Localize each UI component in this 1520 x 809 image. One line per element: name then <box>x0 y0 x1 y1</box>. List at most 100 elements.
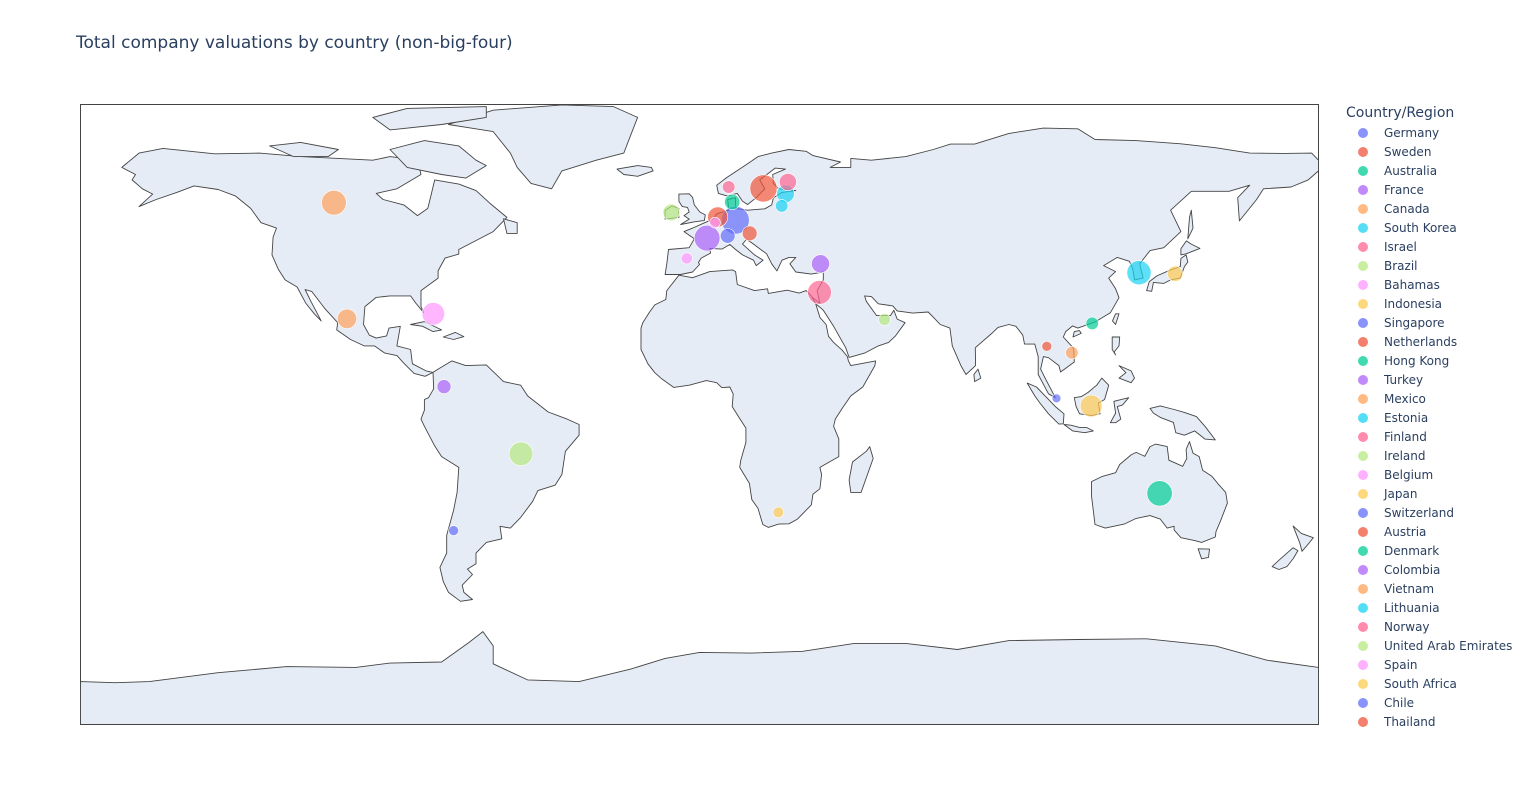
land-polygon <box>1109 397 1130 424</box>
legend-item-denmark[interactable]: Denmark <box>1346 541 1516 560</box>
marker-turkey[interactable] <box>811 254 830 274</box>
legend-item-ireland[interactable]: Ireland <box>1346 446 1516 465</box>
marker-finland[interactable] <box>779 173 797 191</box>
legend-item-brazil[interactable]: Brazil <box>1346 256 1516 275</box>
marker-france[interactable] <box>693 224 721 252</box>
legend-label: Japan <box>1384 486 1418 501</box>
marker-israel[interactable] <box>807 280 832 305</box>
legend-marker-icon <box>1358 564 1368 575</box>
legend-item-canada[interactable]: Canada <box>1346 199 1516 218</box>
marker-united-arab-emirates[interactable] <box>878 313 891 326</box>
marker-indonesia[interactable] <box>1079 394 1103 418</box>
marker-sweden[interactable] <box>749 174 778 203</box>
legend-item-turkey[interactable]: Turkey <box>1346 370 1516 389</box>
marker-denmark[interactable] <box>724 194 741 211</box>
legend-marker-icon <box>1358 412 1368 423</box>
legend-marker-icon <box>1358 545 1368 556</box>
marker-belgium[interactable] <box>709 217 721 229</box>
legend-marker-icon <box>1358 203 1368 214</box>
legend-label: Indonesia <box>1384 296 1443 311</box>
marker-lithuania[interactable] <box>775 199 789 213</box>
marker-norway[interactable] <box>722 180 736 194</box>
legend-label: Mexico <box>1384 391 1426 406</box>
legend-item-norway[interactable]: Norway <box>1346 617 1516 636</box>
marker-mexico[interactable] <box>336 308 357 329</box>
legend-item-austria[interactable]: Austria <box>1346 522 1516 541</box>
legend-label: Austria <box>1384 524 1427 539</box>
legend-item-belgium[interactable]: Belgium <box>1346 465 1516 484</box>
markers <box>321 173 1184 536</box>
marker-vietnam[interactable] <box>1065 346 1079 360</box>
legend-marker-icon <box>1358 393 1368 404</box>
legend-item-netherlands[interactable]: Netherlands <box>1346 332 1516 351</box>
legend-item-france[interactable]: France <box>1346 180 1516 199</box>
legend-item-israel[interactable]: Israel <box>1346 237 1516 256</box>
land-masses <box>80 104 1319 725</box>
land-polygon <box>442 331 465 340</box>
legend-label: Netherlands <box>1384 334 1458 349</box>
legend-label: Bahamas <box>1384 277 1440 292</box>
marker-south-africa[interactable] <box>772 506 784 519</box>
legend-item-hong-kong[interactable]: Hong Kong <box>1346 351 1516 370</box>
legend-item-lithuania[interactable]: Lithuania <box>1346 598 1516 617</box>
land-polygon <box>269 141 339 158</box>
legend-item-indonesia[interactable]: Indonesia <box>1346 294 1516 313</box>
legend-marker-icon <box>1358 640 1368 651</box>
legend-marker-icon <box>1358 583 1368 594</box>
marker-switzerland[interactable] <box>719 228 736 244</box>
legend-marker-icon <box>1358 336 1368 347</box>
legend-label: South Korea <box>1384 220 1457 235</box>
legend-label: Singapore <box>1384 315 1445 330</box>
land-polygon <box>1072 330 1082 338</box>
legend-item-united-arab-emirates[interactable]: United Arab Emirates <box>1346 636 1516 655</box>
legend-marker-icon <box>1358 355 1368 366</box>
legend-item-south-africa[interactable]: South Africa <box>1346 674 1516 693</box>
marker-thailand[interactable] <box>1041 340 1053 352</box>
legend-label: Ireland <box>1384 448 1426 463</box>
legend-item-estonia[interactable]: Estonia <box>1346 408 1516 427</box>
legend-label: Israel <box>1384 239 1417 254</box>
legend-item-finland[interactable]: Finland <box>1346 427 1516 446</box>
legend-item-south-korea[interactable]: South Korea <box>1346 218 1516 237</box>
marker-ireland[interactable] <box>662 203 680 221</box>
land-polygon <box>1063 424 1094 434</box>
marker-singapore[interactable] <box>1051 393 1062 403</box>
legend-item-switzerland[interactable]: Switzerland <box>1346 503 1516 522</box>
legend-marker-icon <box>1358 127 1368 138</box>
land-polygon <box>1112 313 1120 325</box>
marker-canada[interactable] <box>321 190 347 216</box>
legend-item-germany[interactable]: Germany <box>1346 123 1516 142</box>
legend-item-sweden[interactable]: Sweden <box>1346 142 1516 161</box>
marker-australia[interactable] <box>1146 480 1173 507</box>
marker-hong-kong[interactable] <box>1085 316 1099 331</box>
legend-label: Vietnam <box>1384 581 1435 596</box>
legend-item-bahamas[interactable]: Bahamas <box>1346 275 1516 294</box>
legend-item-vietnam[interactable]: Vietnam <box>1346 579 1516 598</box>
marker-chile[interactable] <box>448 525 459 536</box>
marker-japan[interactable] <box>1167 265 1184 282</box>
legend-item-singapore[interactable]: Singapore <box>1346 313 1516 332</box>
legend-item-mexico[interactable]: Mexico <box>1346 389 1516 408</box>
legend-marker-icon <box>1358 165 1368 176</box>
land-polygon <box>1271 547 1299 570</box>
marker-colombia[interactable] <box>436 379 452 394</box>
legend-item-colombia[interactable]: Colombia <box>1346 560 1516 579</box>
land-polygon <box>372 106 487 131</box>
legend-marker-icon <box>1358 716 1368 727</box>
land-polygon <box>664 127 1319 399</box>
legend-item-spain[interactable]: Spain <box>1346 655 1516 674</box>
land-polygon <box>503 218 518 234</box>
legend-marker-icon <box>1358 222 1368 233</box>
legend-marker-icon <box>1358 184 1368 195</box>
legend-label: France <box>1384 182 1424 197</box>
marker-brazil[interactable] <box>508 441 534 466</box>
marker-austria[interactable] <box>741 225 758 242</box>
legend-item-thailand[interactable]: Thailand <box>1346 712 1516 731</box>
legend-item-chile[interactable]: Chile <box>1346 693 1516 712</box>
legend-item-japan[interactable]: Japan <box>1346 484 1516 503</box>
marker-bahamas[interactable] <box>421 302 445 326</box>
marker-south-korea[interactable] <box>1126 260 1152 286</box>
legend-item-australia[interactable]: Australia <box>1346 161 1516 180</box>
marker-spain[interactable] <box>680 252 693 265</box>
